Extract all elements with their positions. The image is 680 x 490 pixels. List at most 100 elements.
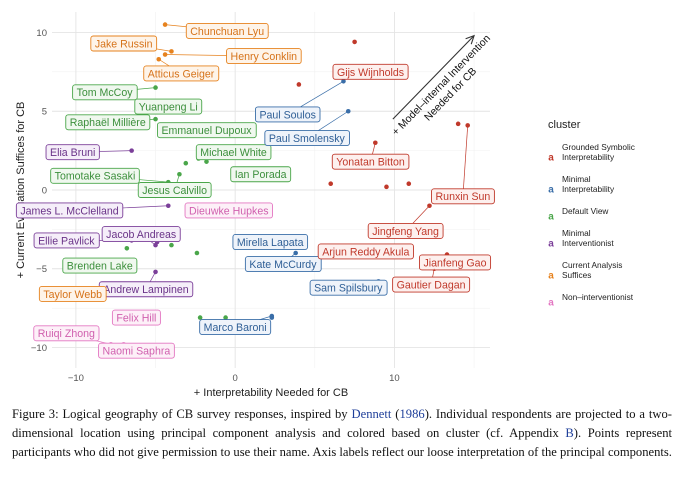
point <box>197 315 203 320</box>
legend-key: a <box>548 153 554 164</box>
x-tick-label: 10 <box>389 373 400 384</box>
label-kate-mccurdy: Kate McCurdy <box>244 252 322 272</box>
label-text: Dieuwke Hupkes <box>189 205 269 217</box>
label-text: Arjun Reddy Akula <box>322 246 409 258</box>
label-box <box>50 167 140 184</box>
x-tick-label: 0 <box>233 373 238 384</box>
label-box <box>244 256 322 272</box>
label-box <box>309 279 388 296</box>
label-text: Jesus Calvillo <box>142 185 207 197</box>
point <box>465 123 471 128</box>
label-chunchuan-lyu: Chunchuan Lyu <box>165 22 269 39</box>
label-paul-soulos: Paul Soulos <box>255 81 344 123</box>
label-text: Paul Soulos <box>259 109 316 121</box>
label-box <box>156 122 257 139</box>
label-jesus-calvillo: Jesus Calvillo <box>137 174 212 198</box>
arrow-shaft <box>392 35 475 120</box>
label-box <box>98 342 175 359</box>
label-box <box>331 153 410 170</box>
point <box>345 108 351 114</box>
point <box>153 116 158 122</box>
label-text: Tom McCoy <box>77 87 134 99</box>
label-text: Yuanpeng Li <box>139 101 198 113</box>
label-box <box>317 243 414 260</box>
label-text: Gijs Wijnholds <box>337 67 404 79</box>
label-text: Mirella Lapata <box>237 237 304 249</box>
label-jingfeng-yang: Jingfeng Yang <box>367 205 444 239</box>
label-ellie-pavlick: Ellie Pavlick <box>33 232 132 249</box>
label-box <box>65 114 151 131</box>
legend-entry: Minimal Interpretability <box>562 174 615 194</box>
arrow-head <box>465 34 475 45</box>
appendix-link[interactable]: B <box>565 426 574 440</box>
point-labels: Chunchuan Lyu Jake Russin Henry Conklin Att… <box>15 22 495 359</box>
label-text: Felix Hill <box>116 312 156 324</box>
label-jianfeng-gao: Jianfeng Gao <box>418 254 492 271</box>
label-text: Ian Porada <box>235 169 287 181</box>
label-box <box>264 130 350 146</box>
label-box <box>101 226 181 243</box>
label-box <box>230 166 292 183</box>
point <box>223 315 228 320</box>
label-paul-smolensky: Paul Smolensky <box>264 110 350 146</box>
citation-author[interactable]: Dennett <box>351 407 392 421</box>
label-box <box>199 319 272 335</box>
label-felix-hill: Felix Hill <box>111 309 161 326</box>
label-andrew-lampinen: Andrew Lampinen <box>98 271 194 298</box>
point <box>341 79 346 84</box>
label-box <box>62 257 138 274</box>
label-text: Raphaël Millière <box>70 117 146 129</box>
legend-key: a <box>548 298 554 309</box>
y-axis-label: + Current Evaluation Suffices for CB <box>15 102 27 279</box>
y-tick-label: −10 <box>31 343 47 354</box>
label-text: Henry Conklin <box>231 51 298 63</box>
label-mirella-lapata: Mirella Lapata <box>232 234 309 250</box>
x-tick-label: −10 <box>68 373 84 384</box>
label-box <box>143 65 220 82</box>
point <box>269 313 275 319</box>
label-text: Naomi Saphra <box>103 346 171 358</box>
label-box <box>195 144 272 161</box>
legend-entry: Minimal Interventionist <box>562 228 614 248</box>
point <box>169 242 174 248</box>
label-text: Ruiqi Zhong <box>38 328 95 340</box>
legend-key: a <box>548 212 554 223</box>
label-text: Sam Spilsbury <box>314 283 383 295</box>
label-ruiqi-zhong: Ruiqi Zhong <box>33 325 112 345</box>
legend-entry: Current Analysis Suffices <box>562 260 622 280</box>
label-text: Taylor Webb <box>43 289 102 301</box>
legend: cluster a Grounded Symbolic Interpretabilit… <box>548 119 635 309</box>
legend-entry: Grounded Symbolic Interpretability <box>562 142 635 162</box>
point <box>328 181 334 186</box>
label-box <box>45 144 100 161</box>
label-box <box>418 254 492 271</box>
label-text: Paul Smolensky <box>269 133 346 145</box>
point <box>124 245 130 251</box>
point <box>153 85 158 90</box>
legend-title: cluster <box>548 119 581 131</box>
label-text: Gautier Dagan <box>397 279 466 291</box>
label-sam-spilsbury: Sam Spilsbury <box>309 279 388 296</box>
label-box <box>33 325 100 342</box>
legend-entry: Non–interventionist <box>562 292 634 302</box>
label-text: Jake Russin <box>95 38 153 50</box>
label-atticus-geiger: Atticus Geiger <box>143 58 220 82</box>
label-henry-conklin: Henry Conklin <box>165 48 302 65</box>
label-text: Atticus Geiger <box>148 68 215 80</box>
label-box <box>392 276 471 293</box>
label-naomi-saphra: Naomi Saphra <box>98 342 175 359</box>
label-tom-mccoy: Tom McCoy <box>72 84 156 101</box>
label-arjun-reddy-akula: Arjun Reddy Akula <box>317 243 414 260</box>
label-james-l-mcclelland: James L. McClelland <box>15 202 169 219</box>
citation-year[interactable]: 1986 <box>399 407 425 421</box>
label-tomotake-sasaki: Tomotake Sasaki <box>50 167 169 184</box>
label-taylor-webb: Taylor Webb <box>38 286 107 302</box>
label-text: Ellie Pavlick <box>38 235 95 247</box>
label-box <box>226 48 302 65</box>
label-yuanpeng-li: Yuanpeng Li <box>134 98 203 115</box>
point <box>183 160 189 166</box>
label-box <box>137 182 212 198</box>
figure-caption: Figure 3: Logical geography of CB survey… <box>12 405 672 462</box>
label-text: Elia Bruni <box>50 147 95 159</box>
label-marco-baroni: Marco Baroni <box>199 315 272 335</box>
